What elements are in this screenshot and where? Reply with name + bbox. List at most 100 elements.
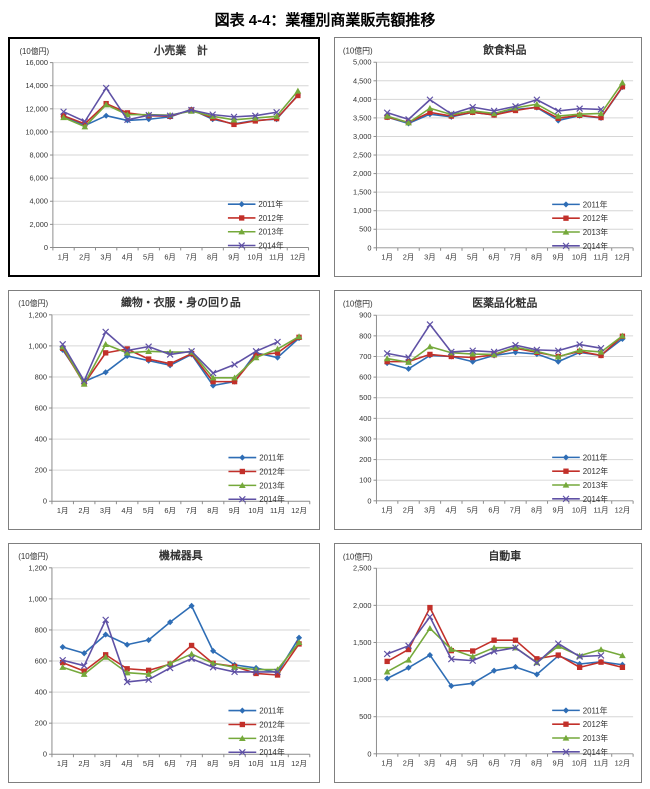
x-tick-label: 7月 <box>510 506 522 515</box>
x-tick-label: 5月 <box>143 252 154 261</box>
y-tick-label: 800 <box>359 331 371 340</box>
marker-square <box>124 666 130 672</box>
marker-x <box>554 107 562 115</box>
chart-svg: 機械器具 (10億円) 0 200 400 600 800 1,000 1,200 1月 2月 3月 4… <box>18 548 311 768</box>
x-tick-label: 8月 <box>531 253 543 262</box>
y-tick-label: 12,000 <box>25 104 48 113</box>
y-tick-label: 1,500 <box>353 638 372 647</box>
legend-label: 2011年 <box>583 199 608 209</box>
marker-x <box>554 347 562 355</box>
marker-x <box>405 354 412 361</box>
marker-diamond <box>103 112 110 119</box>
marker-diamond <box>562 454 570 461</box>
legend-label: 2011年 <box>583 705 608 715</box>
legend: 2011年 2012年 2013年 2014年 <box>552 452 608 504</box>
marker-x <box>490 107 498 115</box>
axes: 1月 2月 3月 4月 5月 6月 7月 8月 9月 10月 11月 12月 <box>51 567 311 768</box>
x-tick-label: 4月 <box>446 506 458 515</box>
marker-square <box>491 637 497 643</box>
marker-diamond <box>124 641 131 648</box>
legend-item-2014年: 2014年 <box>227 240 284 250</box>
y-tick-label: 4,000 <box>353 95 372 104</box>
x-tick-label: 3月 <box>100 506 112 515</box>
legend: 2011年 2012年 2013年 2014年 <box>552 705 608 757</box>
y-tick-label: 0 <box>43 497 47 506</box>
legend-item-2013年: 2013年 <box>228 480 285 490</box>
series-line <box>386 82 624 124</box>
x-tick-label: 1月 <box>381 759 393 768</box>
series-2014年 <box>60 84 280 125</box>
marker-triangle <box>512 343 519 350</box>
x-tick-label: 4月 <box>446 759 458 768</box>
marker-triangle <box>554 112 562 119</box>
x-tick-label: 6月 <box>488 506 500 515</box>
x-tick-label: 12月 <box>291 506 307 515</box>
marker-triangle <box>619 79 626 86</box>
marker-x <box>447 348 455 356</box>
y-tick-label: 0 <box>367 749 371 758</box>
y-tick-label: 800 <box>35 625 47 634</box>
marker-square <box>448 353 454 360</box>
legend-label: 2014年 <box>259 494 285 504</box>
marker-triangle <box>123 669 131 676</box>
marker-diamond <box>295 634 303 641</box>
legend-label: 2013年 <box>259 733 285 743</box>
x-tick-label: 3月 <box>100 252 111 261</box>
x-tick-label: 11月 <box>593 506 608 515</box>
y-tick-label: 6,000 <box>30 174 48 183</box>
marker-x <box>597 652 605 659</box>
marker-x <box>251 112 259 120</box>
y-tick-label: 500 <box>359 393 371 402</box>
series-line <box>386 654 623 687</box>
marker-square <box>405 646 412 653</box>
marker-triangle <box>124 111 131 118</box>
marker-x <box>230 113 238 121</box>
x-tick-label: 2月 <box>403 759 415 768</box>
marker-x <box>231 361 238 368</box>
y-tick-label: 600 <box>359 373 371 382</box>
marker-triangle <box>252 354 260 361</box>
marker-triangle <box>426 105 434 111</box>
x-tick-label: 3月 <box>424 506 436 515</box>
series-2011年 <box>384 652 626 689</box>
marker-triangle <box>512 104 519 111</box>
marker-triangle <box>145 348 153 354</box>
legend-label: 2011年 <box>583 452 608 462</box>
legend-label: 2013年 <box>583 227 609 237</box>
marker-diamond <box>469 680 476 687</box>
marker-x <box>383 650 391 658</box>
marker-x <box>59 340 67 348</box>
x-tick-label: 2月 <box>403 506 415 515</box>
legend-item-2013年: 2013年 <box>228 733 285 743</box>
axes: 1月 2月 3月 4月 5月 6月 7月 8月 9月 10月 11月 12月 <box>375 568 634 768</box>
marker-triangle <box>230 116 238 123</box>
marker-square <box>102 350 109 356</box>
chart-title: 自動車 <box>489 548 522 562</box>
x-tick-label: 10月 <box>248 506 264 515</box>
axes: 1月 2月 3月 4月 5月 6月 7月 8月 9月 10月 11月 12月 <box>51 314 311 515</box>
legend-item-2013年: 2013年 <box>552 733 608 743</box>
y-tick-label: 500 <box>359 712 371 721</box>
marker-triangle <box>405 358 412 365</box>
marker-square <box>563 721 569 727</box>
chart-svg: 自動車 (10億円) 0 500 1,000 1,500 2,000 2,500 1月 2月 3月 4… <box>343 548 634 768</box>
marker-diamond <box>81 650 88 657</box>
chart-svg: 小売業 計 (10億円) 0 2,000 4,000 6,000 8,000 10,000 12… <box>19 43 310 261</box>
marker-triangle <box>209 660 217 667</box>
series-line <box>62 641 300 675</box>
marker-x <box>209 663 217 671</box>
unit-label: (10億円) <box>18 298 48 308</box>
marker-diamond <box>188 602 195 609</box>
marker-triangle <box>295 639 303 646</box>
unit-label: (10億円) <box>19 46 49 56</box>
y-tick-label: 200 <box>359 455 371 464</box>
x-tick-label: 11月 <box>269 252 284 261</box>
marker-triangle <box>383 668 391 675</box>
marker-triangle <box>80 670 88 677</box>
marker-square <box>470 648 476 654</box>
x-tick-label: 1月 <box>58 252 69 261</box>
marker-x <box>60 108 67 116</box>
x-tick-label: 4月 <box>122 252 133 261</box>
legend: 2011年 2012年 2013年 2014年 <box>552 199 609 251</box>
legend-label: 2011年 <box>258 199 283 209</box>
